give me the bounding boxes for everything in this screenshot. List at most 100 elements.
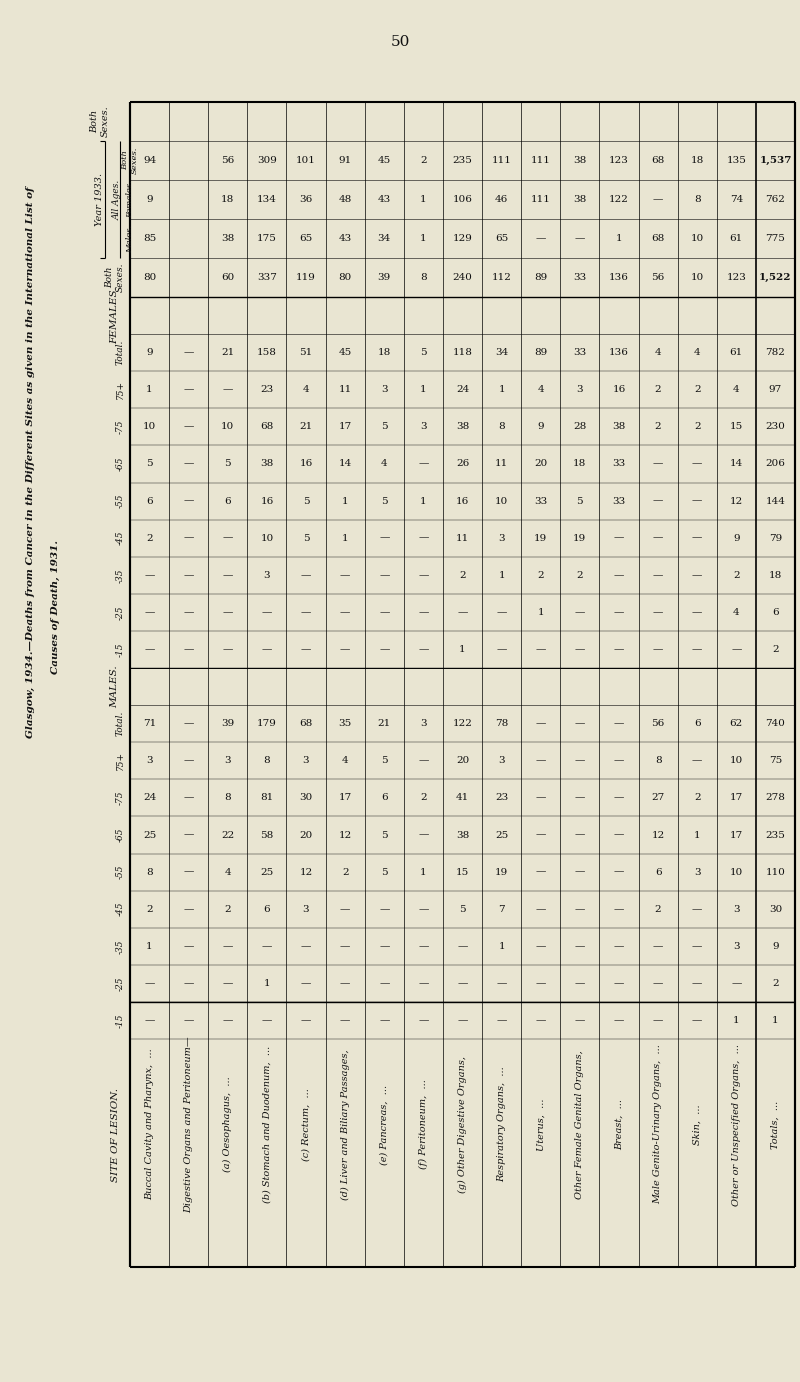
Text: 68: 68 — [260, 423, 274, 431]
Text: (d) Liver and Biliary Passages,: (d) Liver and Biliary Passages, — [341, 1049, 350, 1200]
Text: 5: 5 — [381, 496, 387, 506]
Text: (b) Stomach and Duodenum,  ...: (b) Stomach and Duodenum, ... — [262, 1046, 271, 1204]
Text: 2: 2 — [459, 571, 466, 580]
Text: Females.: Females. — [126, 181, 134, 218]
Text: 2: 2 — [225, 905, 231, 914]
Text: —: — — [458, 1016, 468, 1025]
Text: 19: 19 — [534, 533, 547, 543]
Text: —: — — [379, 645, 390, 654]
Text: 16: 16 — [299, 459, 313, 468]
Text: 14: 14 — [730, 459, 743, 468]
Text: 38: 38 — [574, 195, 586, 205]
Text: 1: 1 — [146, 943, 153, 951]
Text: —: — — [497, 978, 507, 988]
Text: —: — — [653, 496, 663, 506]
Text: —: — — [731, 978, 742, 988]
Text: —: — — [574, 905, 585, 914]
Text: —: — — [418, 533, 429, 543]
Text: —: — — [183, 978, 194, 988]
Text: 134: 134 — [257, 195, 277, 205]
Text: -35: -35 — [115, 940, 125, 954]
Text: All Ages.: All Ages. — [113, 180, 122, 220]
Text: 43: 43 — [338, 234, 352, 243]
Text: 8: 8 — [225, 793, 231, 803]
Text: 18: 18 — [690, 156, 704, 164]
Text: —: — — [183, 533, 194, 543]
Text: FEMALES.: FEMALES. — [110, 287, 119, 344]
Text: -15: -15 — [115, 1013, 125, 1028]
Text: 2: 2 — [420, 156, 426, 164]
Text: 36: 36 — [299, 195, 313, 205]
Text: —: — — [340, 978, 350, 988]
Text: 5: 5 — [381, 756, 387, 766]
Text: 2: 2 — [654, 386, 662, 394]
Text: 45: 45 — [378, 156, 391, 164]
Text: —: — — [183, 386, 194, 394]
Text: 782: 782 — [766, 348, 786, 357]
Text: —: — — [418, 756, 429, 766]
Text: 2: 2 — [538, 571, 544, 580]
Text: —: — — [535, 905, 546, 914]
Text: 10: 10 — [730, 868, 743, 876]
Text: 24: 24 — [143, 793, 156, 803]
Text: 9: 9 — [146, 195, 153, 205]
Text: 39: 39 — [378, 274, 391, 282]
Text: 25: 25 — [260, 868, 274, 876]
Text: —: — — [574, 719, 585, 728]
Text: -75: -75 — [115, 791, 125, 806]
Text: 129: 129 — [453, 234, 473, 243]
Text: (g) Other Digestive Organs,: (g) Other Digestive Organs, — [458, 1056, 467, 1193]
Text: 1: 1 — [772, 1016, 778, 1025]
Text: 18: 18 — [769, 571, 782, 580]
Text: Uterus,  ...: Uterus, ... — [536, 1099, 546, 1151]
Text: 33: 33 — [574, 348, 586, 357]
Text: —: — — [535, 978, 546, 988]
Text: 309: 309 — [257, 156, 277, 164]
Text: 3: 3 — [733, 943, 740, 951]
Text: —: — — [183, 571, 194, 580]
Text: 68: 68 — [651, 156, 665, 164]
Text: 123: 123 — [609, 156, 629, 164]
Text: 80: 80 — [143, 274, 156, 282]
Text: —: — — [535, 234, 546, 243]
Text: 48: 48 — [338, 195, 352, 205]
Text: 21: 21 — [378, 719, 391, 728]
Text: Male Genito-Urinary Organs,  ...: Male Genito-Urinary Organs, ... — [654, 1045, 662, 1205]
Text: —: — — [535, 793, 546, 803]
Text: 56: 56 — [651, 274, 665, 282]
Text: —: — — [340, 905, 350, 914]
Text: 1: 1 — [146, 386, 153, 394]
Text: 1: 1 — [694, 831, 701, 839]
Text: —: — — [692, 978, 702, 988]
Text: 50: 50 — [390, 35, 410, 48]
Text: 38: 38 — [456, 423, 469, 431]
Text: 28: 28 — [574, 423, 586, 431]
Text: 19: 19 — [495, 868, 508, 876]
Text: —: — — [418, 905, 429, 914]
Text: —: — — [692, 459, 702, 468]
Text: —: — — [614, 943, 624, 951]
Text: Other or Unspecified Organs,  ...: Other or Unspecified Organs, ... — [732, 1043, 741, 1205]
Text: —: — — [379, 533, 390, 543]
Text: —: — — [262, 1016, 272, 1025]
Text: 3: 3 — [381, 386, 387, 394]
Text: Causes of Death, 1931.: Causes of Death, 1931. — [50, 540, 59, 674]
Text: 1: 1 — [420, 868, 426, 876]
Text: 9: 9 — [146, 348, 153, 357]
Text: —: — — [458, 943, 468, 951]
Text: 18: 18 — [378, 348, 391, 357]
Text: 62: 62 — [730, 719, 743, 728]
Text: 5: 5 — [381, 831, 387, 839]
Text: —: — — [535, 719, 546, 728]
Text: 79: 79 — [769, 533, 782, 543]
Text: 5: 5 — [420, 348, 426, 357]
Text: 10: 10 — [495, 496, 508, 506]
Text: 3: 3 — [498, 756, 505, 766]
Text: —: — — [340, 1016, 350, 1025]
Text: 136: 136 — [609, 348, 629, 357]
Text: —: — — [418, 608, 429, 616]
Text: 8: 8 — [146, 868, 153, 876]
Text: 740: 740 — [766, 719, 786, 728]
Text: 27: 27 — [651, 793, 665, 803]
Text: 3: 3 — [420, 423, 426, 431]
